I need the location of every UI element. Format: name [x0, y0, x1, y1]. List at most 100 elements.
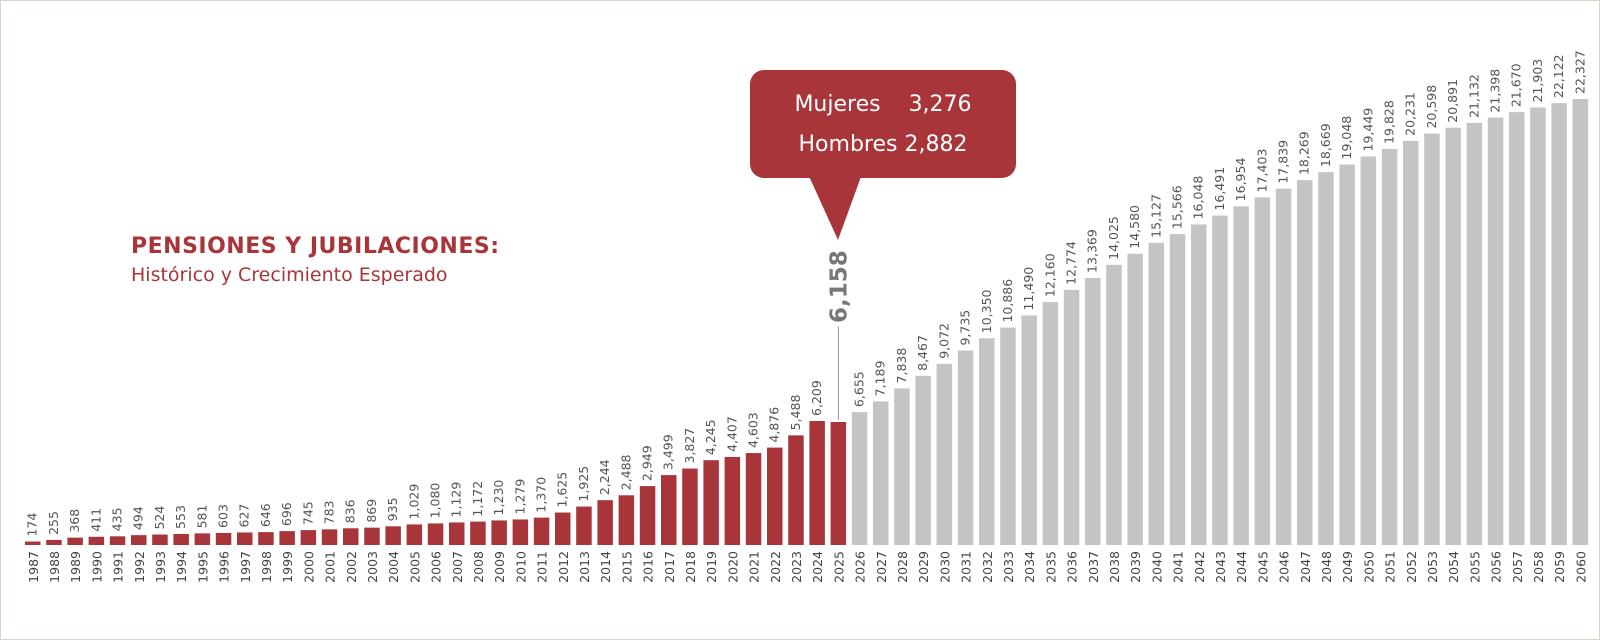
tick-label-2027: 2027 [874, 551, 889, 583]
callout-label-mujeres: Mujeres [794, 92, 881, 117]
bar-2043 [1212, 215, 1228, 545]
tick-label-2013: 2013 [577, 551, 592, 583]
tick-label-2047: 2047 [1298, 551, 1313, 583]
tick-label-2029: 2029 [916, 551, 931, 583]
tick-label-2017: 2017 [662, 551, 677, 583]
bar-2057 [1509, 112, 1525, 546]
value-label-2024: 6,209 [809, 380, 824, 416]
bar-2026 [851, 412, 868, 545]
tick-label-2031: 2031 [959, 551, 974, 583]
callout-value-mujeres: 3,276 [908, 92, 972, 117]
bar-1990 [88, 536, 105, 545]
bar-1996 [215, 532, 232, 545]
value-label-2045: 17,403 [1254, 149, 1269, 193]
tick-label-2045: 2045 [1255, 551, 1270, 583]
value-label-1995: 581 [194, 505, 209, 529]
bar-2036 [1063, 289, 1080, 545]
value-label-2023: 5,488 [788, 395, 803, 431]
value-label-2043: 16,491 [1212, 167, 1227, 211]
value-label-2047: 18,269 [1297, 131, 1312, 175]
bar-2002 [343, 528, 359, 545]
bar-2022 [767, 447, 783, 545]
bar-2028 [894, 388, 910, 545]
value-label-2029: 8,467 [915, 335, 930, 371]
tick-label-2056: 2056 [1489, 551, 1504, 583]
value-label-1994: 553 [173, 505, 188, 529]
value-label-1990: 411 [88, 508, 103, 532]
value-label-2033: 10,886 [1000, 279, 1015, 323]
bar-2037 [1085, 277, 1101, 545]
value-label-2037: 13,369 [1085, 229, 1100, 273]
tick-label-1991: 1991 [111, 551, 126, 583]
bar-1988 [46, 539, 62, 545]
tick-label-2038: 2038 [1107, 551, 1122, 583]
tick-label-1999: 1999 [280, 551, 295, 583]
bar-1994 [173, 533, 189, 545]
bar-2011 [533, 517, 550, 545]
value-label-2019: 4,245 [703, 419, 718, 455]
value-label-2006: 1,080 [428, 483, 443, 519]
bar-2013 [576, 506, 592, 545]
bar-1997 [237, 532, 253, 545]
bar-2000 [300, 530, 317, 545]
bar-2035 [1042, 302, 1059, 545]
value-label-2036: 12,774 [1064, 241, 1079, 285]
bar-1998 [258, 532, 274, 545]
value-label-2044: 16,954 [1233, 158, 1248, 202]
value-label-2050: 19,449 [1360, 108, 1375, 152]
tick-label-2051: 2051 [1383, 551, 1398, 583]
bar-2048 [1318, 172, 1334, 545]
bar-2017 [661, 475, 677, 545]
value-label-2013: 1,925 [576, 466, 591, 502]
tick-label-2021: 2021 [747, 551, 762, 583]
value-label-2011: 1,370 [534, 477, 549, 513]
tick-label-1995: 1995 [195, 551, 210, 583]
value-label-2042: 16,048 [1191, 176, 1206, 220]
tick-label-2054: 2054 [1446, 551, 1461, 583]
tick-label-2052: 2052 [1404, 551, 1419, 583]
value-label-2022: 4,876 [767, 407, 782, 443]
value-label-2001: 783 [322, 501, 337, 525]
value-label-2032: 10,350 [979, 289, 994, 333]
bar-1991 [109, 536, 126, 545]
tick-label-2046: 2046 [1277, 551, 1292, 583]
bar-2005 [406, 524, 423, 545]
value-label-2014: 2,244 [597, 459, 612, 495]
highlight-value-label: 6,158 [826, 250, 852, 323]
tick-label-1990: 1990 [89, 551, 104, 583]
bar-2019 [703, 460, 719, 545]
value-label-2004: 935 [385, 497, 400, 521]
bar-2020 [724, 456, 741, 545]
tick-label-2000: 2000 [301, 551, 316, 583]
bar-2041 [1169, 234, 1186, 545]
bar-2025 [830, 421, 847, 545]
value-label-2048: 18,669 [1318, 123, 1333, 167]
bar-2024 [809, 420, 825, 545]
tick-label-2023: 2023 [789, 551, 804, 583]
value-label-2053: 20,598 [1424, 85, 1439, 129]
tick-label-2030: 2030 [937, 551, 952, 583]
tick-label-2018: 2018 [683, 551, 698, 583]
bar-2054 [1445, 127, 1461, 545]
value-label-2040: 15,127 [1148, 194, 1163, 238]
bar-2052 [1403, 140, 1419, 545]
value-label-2049: 19,048 [1339, 116, 1354, 160]
bar-2058 [1530, 107, 1546, 545]
value-label-2021: 4,603 [746, 412, 761, 448]
tick-label-2035: 2035 [1043, 551, 1058, 583]
tick-label-2043: 2043 [1213, 551, 1228, 583]
tick-label-2050: 2050 [1361, 551, 1376, 583]
value-label-1999: 696 [279, 502, 294, 526]
value-label-2054: 20,891 [1445, 79, 1460, 123]
value-label-2018: 3,827 [682, 428, 697, 464]
value-label-2057: 21,670 [1509, 63, 1524, 107]
bar-2044 [1233, 206, 1249, 545]
tick-label-2032: 2032 [980, 551, 995, 583]
bar-2016 [639, 486, 656, 545]
bar-2003 [364, 527, 380, 545]
gender-callout: Mujeres 3,276 Hombres 2,882 [750, 70, 1016, 242]
title-block: PENSIONES Y JUBILACIONES: Histórico y Cr… [131, 234, 500, 286]
value-label-2051: 19,828 [1382, 100, 1397, 144]
tick-label-2059: 2059 [1552, 551, 1567, 583]
